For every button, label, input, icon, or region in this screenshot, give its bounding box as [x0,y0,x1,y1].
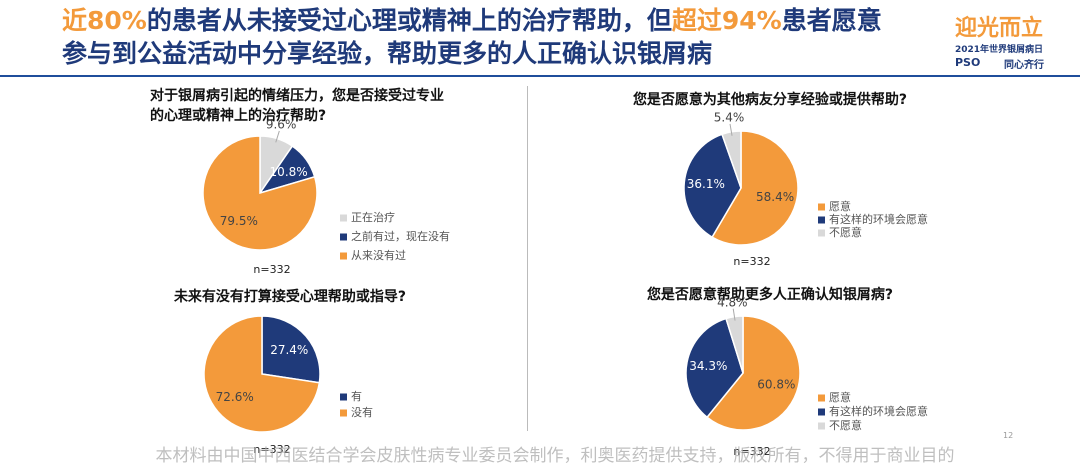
logo-name: 迎光而立 [955,16,1044,41]
logo-brand: PSO [955,56,981,69]
footer: 本材料由中国中西医结合学会皮肤性病专业委员会制作，利奥医药提供支持，版权所有，不… [155,446,955,466]
sample-size: n=332 [253,443,290,456]
data-label: 58.4% [756,190,794,204]
legend-label: 没有 [351,405,373,419]
legend-label: 不愿意 [829,418,862,432]
legend-label: 愿意 [829,390,851,404]
data-label: 60.8% [757,377,795,391]
data-label: 72.6% [216,390,254,404]
legend-label: 之前有过，现在没有 [351,229,450,243]
pie-slice [683,133,742,239]
leader-line [275,130,280,143]
title-highlight: 超过94% [671,6,782,35]
title-highlight: 近80% [62,6,147,35]
chart-title: 对于银屑病引起的情绪压力，您是否接受过专业的心理或精神上的治疗帮助? [150,88,444,124]
pie-slice [203,315,321,433]
header-rule [0,75,1080,77]
data-label: 9.6% [266,118,297,132]
sample-size: n=332 [733,445,770,458]
leader-line [729,123,733,136]
logo-event: 2021年世界银屑病日 [955,45,1044,55]
legend-swatch [818,216,825,224]
data-label: 4.8% [717,295,748,309]
data-label: 27.4% [270,343,308,357]
data-label: 79.5% [220,214,258,228]
legend-label: 正在治疗 [351,210,395,224]
legend-swatch [818,203,825,211]
divider [527,86,528,431]
sample-size: n=332 [733,255,770,268]
data-label: 36.1% [687,177,725,191]
leader-line [732,308,736,321]
title-text: 的患者从未接受过心理或精神上的治疗帮助，但 [146,6,672,35]
pie-slice [261,315,321,384]
legend-label: 不愿意 [829,225,862,239]
chart-title: 您是否愿意为其他病友分享经验或提供帮助? [632,92,908,108]
title-text: 患者愿意 [781,6,882,35]
sample-size: n=332 [253,263,290,276]
data-label: 5.4% [714,111,745,125]
data-label: 10.8% [270,165,308,179]
title-text: 参与到公益活动中分享经验，帮助更多的人正确认识银屑病 [62,39,713,68]
legend-swatch [818,229,825,237]
legend-swatch [818,408,825,416]
legend-swatch [340,252,347,260]
legend-swatch [818,394,825,402]
page-number: 12 [1003,431,1014,440]
logo-slogan: 同心齐行 [1004,60,1044,71]
pie-slice [685,317,744,419]
legend-label: 有这样的环境会愿意 [829,404,928,418]
chart-title: 未来有没有打算接受心理帮助或指导? [173,289,407,305]
legend-swatch [818,422,825,430]
data-label: 34.3% [689,359,727,373]
legend-label: 从来没有过 [351,248,406,262]
legend-swatch [340,214,347,222]
legend-swatch [340,409,347,417]
chart-title: 您是否愿意帮助更多人正确认知银屑病? [646,287,894,303]
legend-label: 有这样的环境会愿意 [829,212,928,226]
pie-slice [705,315,801,431]
legend-swatch [340,393,347,401]
legend-label: 有 [351,389,362,403]
legend-swatch [340,233,347,241]
pie-slice [202,135,318,251]
pie-slice [711,130,799,246]
legend-label: 愿意 [829,199,851,213]
slide-title: 近80%的患者从未接受过心理或精神上的治疗帮助，但超过94%患者愿意 参与到公益… [62,4,882,70]
